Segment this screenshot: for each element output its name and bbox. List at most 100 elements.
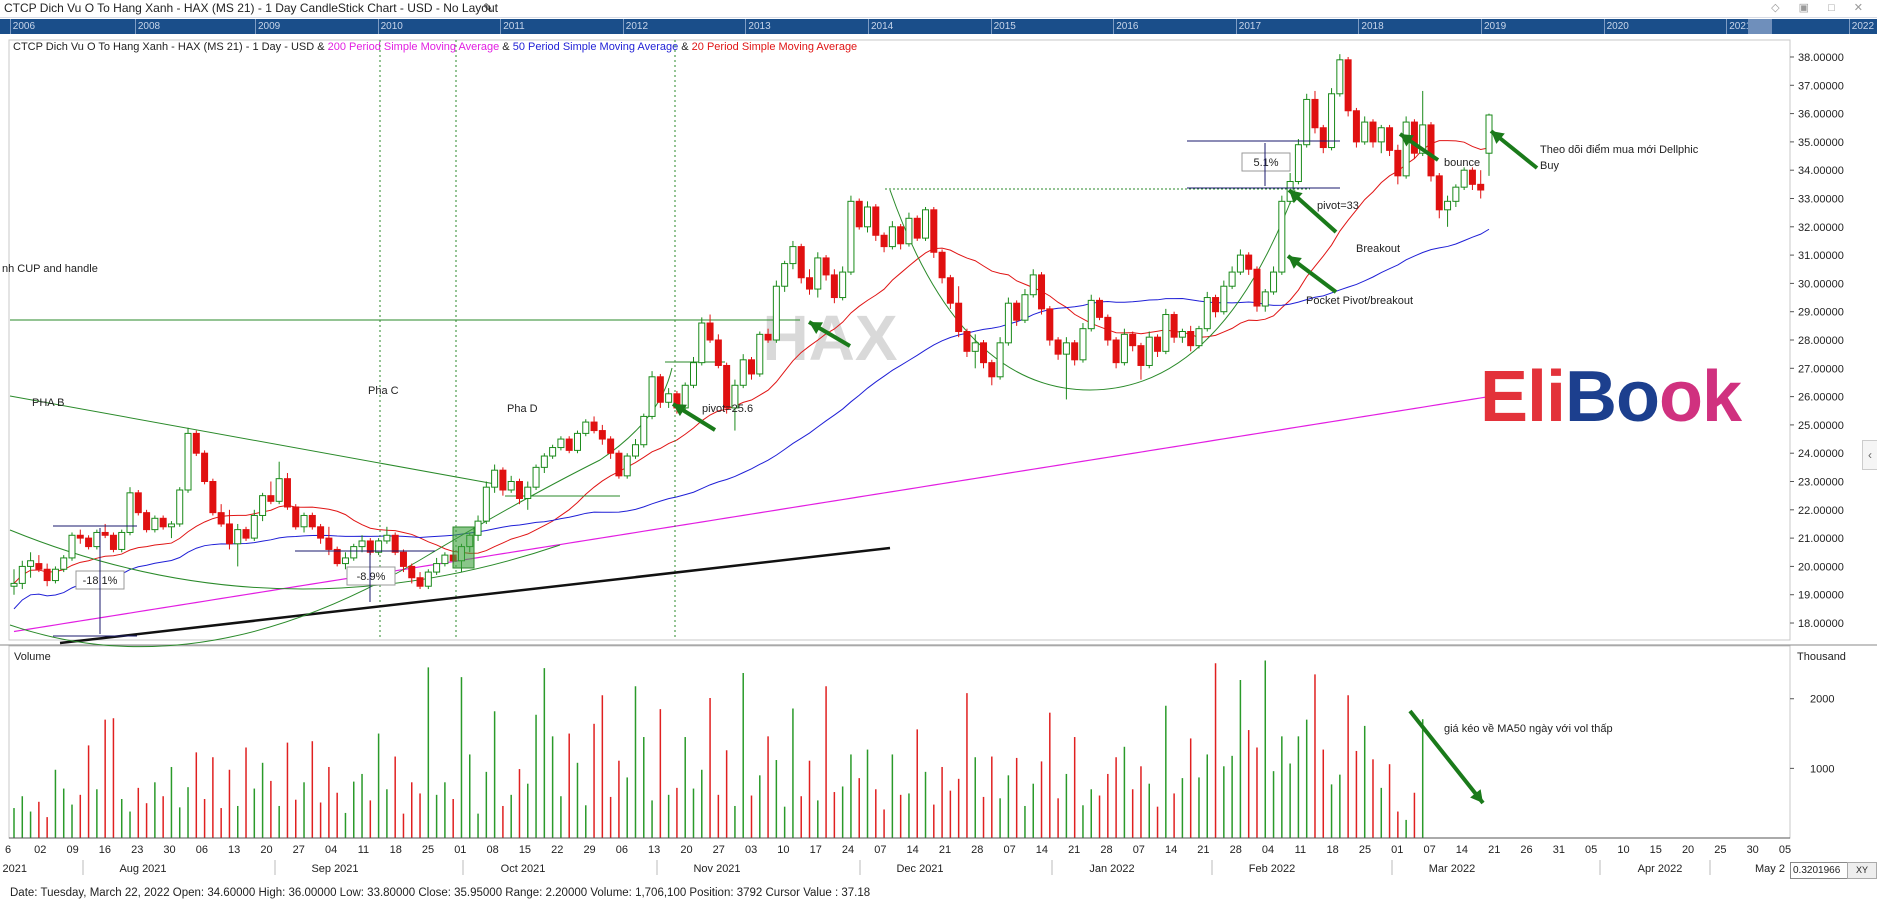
candle-body (681, 384, 689, 409)
navigator-year: 2011 (503, 21, 525, 32)
x-day-label: 06 (196, 844, 208, 856)
price-volume-chart[interactable]: 38.00000 37.00000 36.00000 35.00000 34.00000… (0, 34, 1877, 884)
cup-curve (9, 367, 673, 648)
x-day-label: 03 (745, 844, 757, 856)
candle-body (847, 200, 855, 273)
vol-tick-label: 2000 (1810, 694, 1834, 706)
candle-body (308, 514, 316, 528)
arrow-pocket-head (1288, 256, 1302, 269)
candle-body (1236, 254, 1244, 273)
candle-body (648, 376, 656, 417)
candle-body (292, 506, 300, 528)
navigator-thumb[interactable] (1748, 19, 1772, 34)
candle-body (515, 481, 523, 499)
candle-body (1120, 333, 1128, 364)
cup-handle-label: nh CUP and handle (2, 263, 98, 275)
candle-body (1460, 169, 1468, 188)
candle-body (1386, 127, 1394, 151)
y-tick-label: 32.00000 (1798, 222, 1844, 234)
navigator-tick (868, 19, 869, 34)
candle-body (1170, 314, 1178, 338)
navigator-year: 2014 (871, 21, 894, 32)
navigator-year: 2015 (993, 21, 1016, 32)
candle-body (524, 486, 532, 499)
candle-body (1303, 98, 1311, 146)
x-month-label: Jan 2022 (1089, 863, 1134, 875)
x-day-label: 05 (1779, 844, 1791, 856)
x-day-label: 01 (454, 844, 466, 856)
candle-body (1104, 316, 1112, 341)
candle-body (134, 492, 142, 514)
candle-body (1137, 345, 1145, 366)
navigator-year: 2009 (258, 21, 281, 32)
x-month-label: Feb 2022 (1249, 863, 1295, 875)
candle-body (748, 359, 755, 375)
candle-body (482, 486, 490, 522)
logo-text-3: ok (1659, 357, 1742, 437)
candle-body (814, 257, 822, 290)
navigator-tick (377, 19, 379, 34)
y-tick-label: 22.00000 (1798, 505, 1844, 517)
cursor-value-box[interactable]: 0.3201966 (1790, 862, 1849, 879)
watch-label-1: Theo dõi điểm mua mới Dellphic (1540, 144, 1699, 156)
x-day-label: 25 (1714, 844, 1726, 856)
x-day-label: 13 (228, 844, 240, 856)
candle-body (317, 526, 325, 539)
legend-ma20: 20 Period Simple Moving Average (691, 41, 858, 53)
navigator-year: 2020 (1606, 21, 1629, 32)
navigator-tick (255, 19, 256, 34)
candle-body (573, 432, 581, 451)
pct-drop-2: -8.9% (357, 571, 386, 583)
navigator-tick (990, 19, 992, 34)
navigator-tick (1113, 19, 1115, 34)
candle-body (764, 333, 772, 341)
candle-body (433, 563, 441, 573)
x-day-label: 07 (1003, 844, 1015, 856)
navigator-tick (9, 19, 11, 34)
candle-body (772, 285, 780, 341)
navigator-tick (1358, 19, 1360, 34)
x-day-label: 20 (260, 844, 272, 856)
candle-body (341, 557, 349, 565)
x-day-label: 15 (519, 844, 531, 856)
navigator-tick (1848, 19, 1850, 34)
pocket-pivot-label: Pocket Pivot/breakout (1306, 295, 1413, 307)
candle-body (1054, 339, 1062, 355)
x-day-label: 14 (1165, 844, 1177, 856)
candle-body (756, 333, 764, 375)
timeline-navigator[interactable]: 2006 2008 2009 2010 2011 2012 2013 2014 2015 2016… (0, 19, 1877, 34)
candle-body (640, 415, 648, 446)
y-tick-label: 20.00000 (1798, 561, 1844, 573)
xy-mode-button[interactable]: XY (1847, 862, 1877, 879)
arrow-dellphic-head (1491, 131, 1505, 144)
pencil-icon[interactable]: ✎ (483, 1, 494, 15)
window-controls[interactable]: ◇ ▣ □ ✕ (1771, 2, 1871, 14)
x-day-label: 05 (1585, 844, 1597, 856)
x-day-label: 21 (1197, 844, 1209, 856)
navigator-year: 2018 (1361, 21, 1384, 32)
candle-body (1228, 271, 1236, 287)
candle-body (1062, 342, 1070, 355)
x-day-label: 15 (1650, 844, 1662, 856)
collapse-panel-handle[interactable]: ‹ (1862, 440, 1877, 470)
candle-body (1294, 144, 1302, 183)
candle-body (582, 421, 590, 434)
candle-body (797, 246, 805, 279)
candle-body (1046, 308, 1054, 341)
navigator-year: 2019 (1484, 21, 1507, 32)
candle-body (1261, 291, 1269, 307)
x-day-label: 28 (1100, 844, 1112, 856)
candle-body (1278, 200, 1286, 273)
candle-body (18, 565, 26, 584)
volume-note-label: giá kéo về MA50 ngày với vol thấp (1444, 723, 1613, 735)
window-titlebar: CTCP Dich Vu O To Hang Xanh - HAX (MS 21… (0, 0, 1877, 18)
candle-body (1013, 302, 1021, 321)
candle-body (1485, 114, 1493, 154)
x-day-label: 13 (648, 844, 660, 856)
candle-body (85, 537, 93, 548)
candle-body (76, 534, 84, 539)
logo-text-1: Eli (1480, 357, 1566, 437)
candle-body (913, 217, 921, 239)
candle-body (1435, 175, 1443, 211)
candle-body (988, 362, 996, 378)
